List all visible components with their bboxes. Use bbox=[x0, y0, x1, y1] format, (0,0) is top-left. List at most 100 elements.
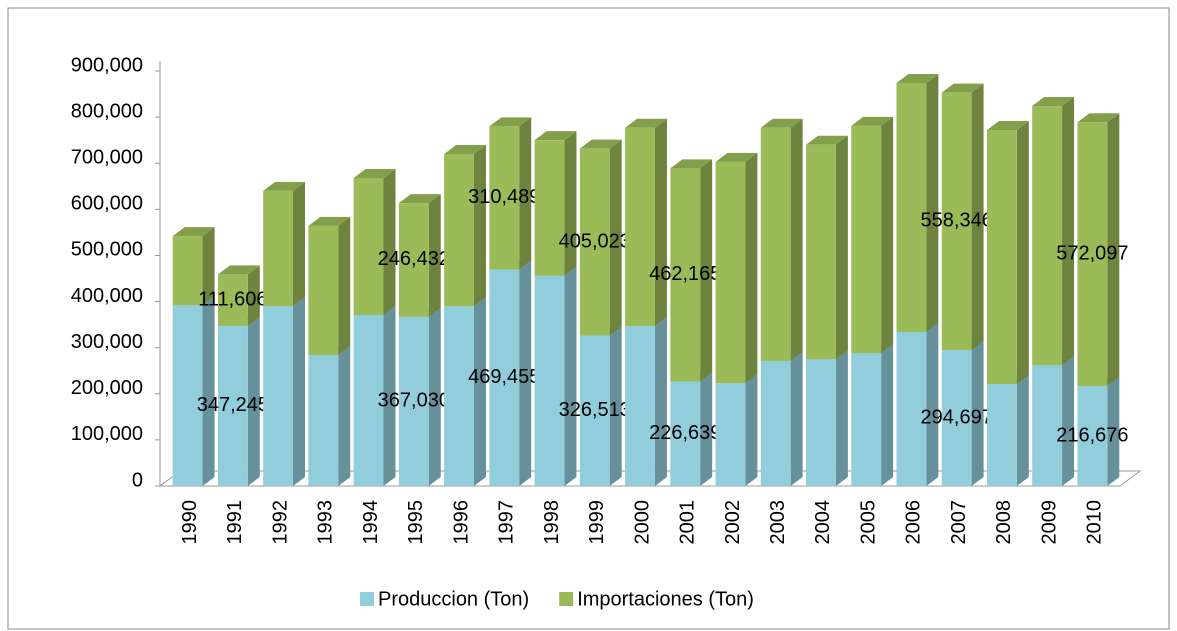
data-label: 405,023 bbox=[559, 230, 631, 252]
bar bbox=[1077, 122, 1108, 387]
bar-side bbox=[790, 352, 803, 486]
bar bbox=[986, 384, 1017, 486]
bar-side bbox=[519, 260, 532, 486]
data-label: 558,346 bbox=[921, 210, 993, 232]
bar-top bbox=[444, 145, 486, 154]
bar-side bbox=[745, 374, 758, 486]
bar-side bbox=[1107, 377, 1120, 486]
bar bbox=[308, 355, 339, 486]
bar bbox=[172, 305, 203, 486]
bar-side bbox=[293, 181, 306, 307]
x-tick-label: 2002 bbox=[722, 500, 744, 545]
bar bbox=[579, 148, 610, 336]
legend-label: Produccion (Ton) bbox=[378, 588, 529, 610]
bar bbox=[851, 125, 882, 354]
bar-side bbox=[293, 297, 306, 486]
y-tick-label: 700,000 bbox=[71, 147, 143, 169]
data-label: 216,676 bbox=[1056, 424, 1128, 446]
bar bbox=[398, 316, 429, 486]
data-label: 226,639 bbox=[649, 422, 721, 444]
bar-side bbox=[926, 322, 939, 486]
x-tick-label: 1990 bbox=[179, 500, 201, 545]
y-tick-label: 300,000 bbox=[71, 331, 143, 353]
bar-side bbox=[609, 139, 622, 336]
x-tick-label: 2004 bbox=[812, 500, 834, 545]
data-label: 326,513 bbox=[559, 399, 631, 421]
y-tick-label: 200,000 bbox=[71, 377, 143, 399]
bar-side bbox=[1107, 113, 1120, 387]
x-tick-label: 2008 bbox=[993, 500, 1015, 545]
bar bbox=[851, 353, 882, 486]
bar-side bbox=[881, 116, 894, 354]
bar-side bbox=[835, 135, 848, 360]
bar-side bbox=[700, 372, 713, 486]
bar-top bbox=[308, 216, 351, 226]
bar-side bbox=[700, 159, 713, 382]
bar-top bbox=[579, 139, 622, 149]
bar-top bbox=[217, 265, 260, 275]
data-label: 367,030 bbox=[378, 390, 450, 412]
data-label: 469,455 bbox=[468, 366, 540, 388]
bar bbox=[308, 225, 339, 356]
y-tick-label: 600,000 bbox=[71, 193, 143, 215]
x-tick-label: 1991 bbox=[224, 500, 246, 545]
data-label: 310,489 bbox=[468, 186, 540, 208]
bar-top bbox=[986, 121, 1029, 131]
bar-side bbox=[1062, 97, 1075, 366]
bar bbox=[444, 306, 474, 486]
bar bbox=[579, 335, 610, 486]
bar bbox=[217, 325, 248, 486]
x-tick-label: 2005 bbox=[857, 500, 879, 545]
bar bbox=[670, 381, 701, 486]
legend-label: Importaciones (Ton) bbox=[577, 588, 754, 610]
bar-side bbox=[202, 227, 215, 306]
bar bbox=[444, 154, 474, 307]
data-label: 462,165 bbox=[649, 263, 721, 285]
bar-top bbox=[806, 135, 848, 145]
bar bbox=[217, 274, 248, 326]
bar-side bbox=[835, 350, 848, 486]
bar bbox=[534, 140, 565, 276]
bar bbox=[489, 269, 520, 486]
bar bbox=[398, 203, 429, 317]
bar-side bbox=[1016, 375, 1029, 486]
bar-side bbox=[790, 118, 803, 362]
bar-side bbox=[247, 265, 260, 326]
bar-side bbox=[473, 145, 486, 307]
bar-side bbox=[338, 346, 351, 486]
x-tick-label: 1996 bbox=[450, 500, 472, 545]
bar bbox=[806, 144, 836, 360]
bar-side bbox=[473, 297, 486, 486]
y-tick-label: 500,000 bbox=[71, 239, 143, 261]
bar bbox=[760, 127, 791, 362]
data-label: 246,432 bbox=[378, 248, 450, 270]
bar bbox=[896, 331, 927, 486]
data-label: 572,097 bbox=[1056, 242, 1128, 264]
x-tick-label: 1993 bbox=[315, 500, 337, 545]
bar bbox=[353, 177, 384, 315]
bar-side bbox=[654, 118, 667, 326]
bar bbox=[715, 161, 746, 384]
bar-side bbox=[971, 341, 984, 486]
x-tick-label: 2010 bbox=[1084, 500, 1106, 545]
bar-side bbox=[926, 73, 939, 332]
bar bbox=[896, 82, 927, 332]
x-tick-label: 2000 bbox=[631, 500, 653, 545]
bar-side bbox=[383, 168, 396, 315]
x-tick-label: 1992 bbox=[269, 500, 291, 545]
bar-side bbox=[428, 194, 441, 317]
x-tick-label: 2003 bbox=[767, 500, 789, 545]
bar bbox=[1032, 106, 1063, 366]
x-tick-label: 2001 bbox=[677, 500, 699, 545]
bar bbox=[941, 92, 972, 351]
bar-side bbox=[428, 307, 441, 486]
bar bbox=[534, 275, 565, 486]
bar-top bbox=[353, 168, 396, 178]
bar-side bbox=[609, 326, 622, 486]
bar bbox=[806, 359, 836, 486]
bar bbox=[353, 314, 384, 486]
bar-top bbox=[760, 118, 803, 128]
legend-swatch bbox=[360, 592, 374, 606]
